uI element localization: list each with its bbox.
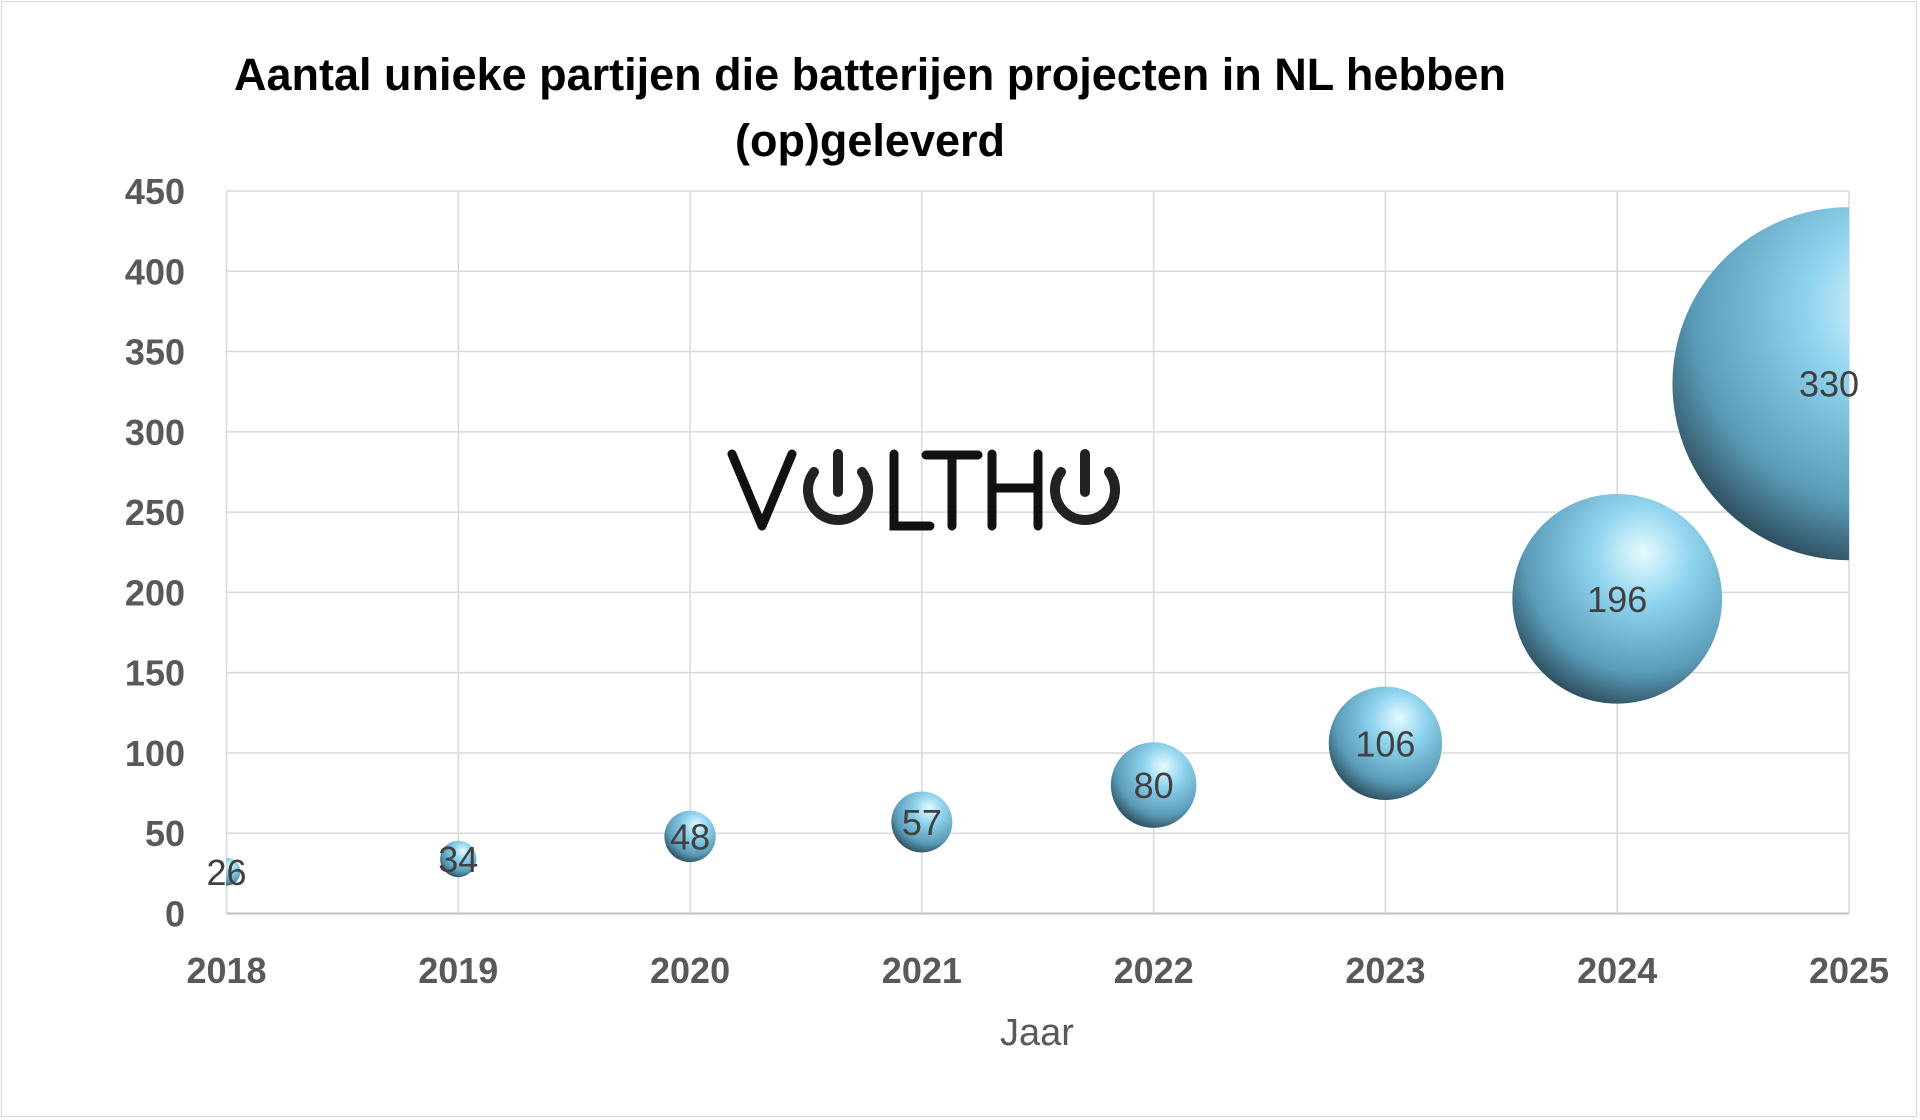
bubble-2025 xyxy=(1672,207,1849,561)
y-tick-label: 50 xyxy=(145,813,185,854)
data-label-2024: 196 xyxy=(1587,579,1647,620)
data-labels: 26 34 48 57 80 106 196 330 xyxy=(206,364,1859,893)
data-label-2020: 48 xyxy=(670,816,710,857)
x-tick-label: 2018 xyxy=(186,950,266,991)
bubble-2019 xyxy=(440,840,477,878)
y-tick-label: 350 xyxy=(125,332,185,373)
y-tick-label: 300 xyxy=(125,412,185,453)
x-tick-label: 2022 xyxy=(1114,950,1194,991)
x-axis-label: Jaar xyxy=(1000,1012,1074,1054)
bubble-2021 xyxy=(891,791,953,853)
y-tick-label: 0 xyxy=(165,894,185,935)
y-tick-label: 400 xyxy=(125,251,185,292)
y-tick-label: 450 xyxy=(125,171,185,212)
chart-title-line-2: (op)geleverd xyxy=(735,115,1005,166)
voltho-logo xyxy=(727,449,1120,531)
x-tick-label: 2021 xyxy=(882,950,962,991)
x-tick-label: 2019 xyxy=(418,950,498,991)
y-tick-label: 250 xyxy=(125,492,185,533)
data-label-2022: 80 xyxy=(1134,765,1174,806)
bubble-2023 xyxy=(1328,686,1443,801)
bubble-2024 xyxy=(1512,493,1723,704)
data-label-2023: 106 xyxy=(1355,723,1415,764)
x-tick-label: 2025 xyxy=(1809,950,1889,991)
y-tick-label: 200 xyxy=(125,572,185,613)
y-tick-label: 100 xyxy=(125,733,185,774)
x-tick-label: 2020 xyxy=(650,950,730,991)
x-tick-label: 2023 xyxy=(1345,950,1425,991)
y-tick-label: 150 xyxy=(125,653,185,694)
x-axis-ticks: 2018 2019 2020 2021 2022 2023 2024 2025 xyxy=(186,950,1889,991)
bubbles xyxy=(226,207,1849,886)
data-label-2019: 34 xyxy=(438,839,478,880)
x-tick-label: 2024 xyxy=(1577,950,1657,991)
bubble-2022 xyxy=(1110,742,1197,828)
chart-title-line-1: Aantal unieke partijen die batterijen pr… xyxy=(234,49,1506,100)
data-label-2018: 26 xyxy=(206,852,246,893)
data-label-2025: 330 xyxy=(1799,364,1859,405)
bubble-2020 xyxy=(664,810,716,863)
bubble-2018 xyxy=(226,857,241,886)
y-axis-ticks: 0 50 100 150 200 250 300 350 400 450 xyxy=(125,171,185,935)
data-label-2021: 57 xyxy=(902,802,942,843)
